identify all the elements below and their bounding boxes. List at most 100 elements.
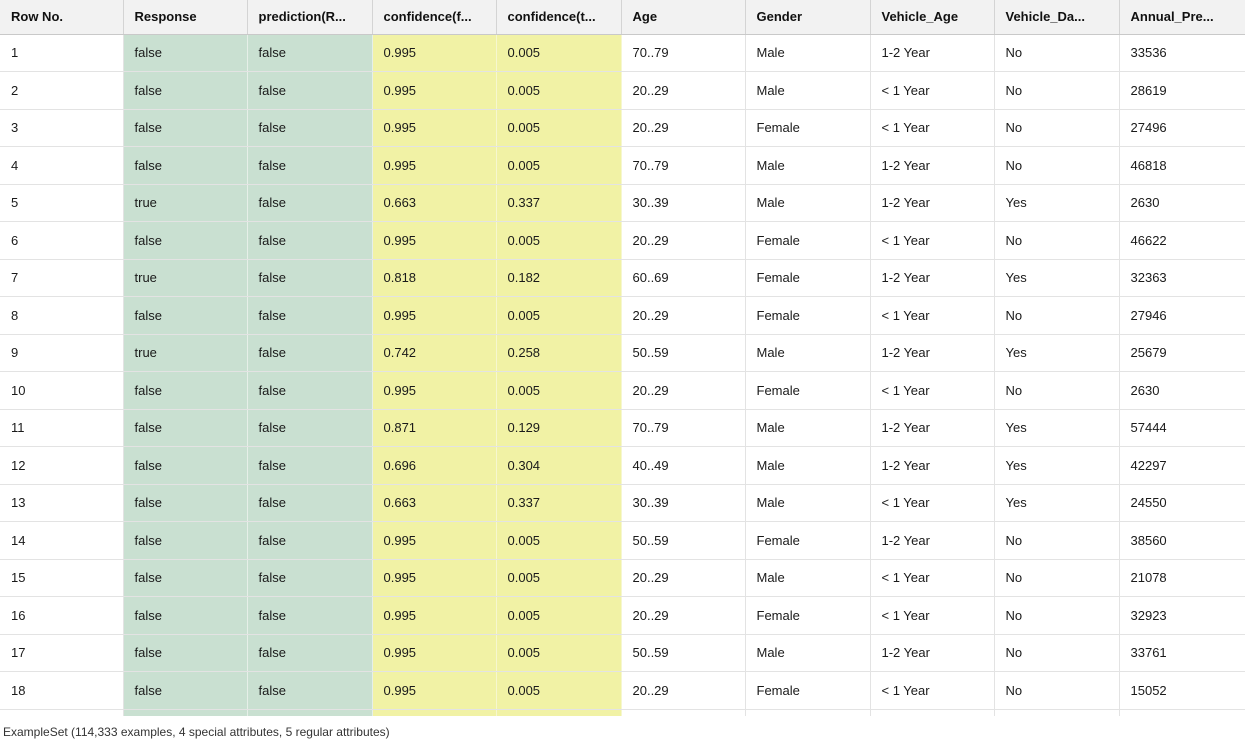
row-no-cell: 4 <box>0 146 124 185</box>
table-row[interactable]: 18 false false 0.995 0.005 20..29 Female < 1 Ye… <box>0 671 1245 710</box>
confidence-true-cell: 0.005 <box>496 559 622 597</box>
gender-cell: Male <box>745 634 871 672</box>
vehicle-damage-cell: No <box>994 34 1120 72</box>
response-cell: false <box>123 559 248 597</box>
prediction-cell: false <box>247 296 373 335</box>
table-row[interactable]: 5 true false 0.663 0.337 30..39 Male 1-2 Year Ye… <box>0 184 1245 222</box>
partial-cell <box>247 709 373 716</box>
gender-cell: Female <box>745 221 871 260</box>
table-row[interactable]: 14 false false 0.995 0.005 50..59 Female 1-2 Ye… <box>0 521 1245 560</box>
column-header-gender[interactable]: Gender <box>745 0 871 35</box>
prediction-cell: false <box>247 146 373 185</box>
column-header-vehicle-age[interactable]: Vehicle_Age <box>870 0 995 35</box>
confidence-true-cell: 0.005 <box>496 521 622 560</box>
table-row[interactable]: 17 false false 0.995 0.005 50..59 Male 1-2 Year… <box>0 634 1245 672</box>
prediction-cell: false <box>247 259 373 297</box>
gender-cell: Female <box>745 109 871 147</box>
table-row[interactable]: 6 false false 0.995 0.005 20..29 Female < 1 Yea… <box>0 221 1245 260</box>
annual-premium-cell: 33761 <box>1119 634 1245 672</box>
partial-cell <box>621 709 746 716</box>
row-no-cell: 3 <box>0 109 124 147</box>
annual-premium-cell: 21078 <box>1119 559 1245 597</box>
age-cell: 20..29 <box>621 596 746 635</box>
age-cell: 20..29 <box>621 671 746 710</box>
partial-cell <box>123 709 248 716</box>
gender-cell: Male <box>745 446 871 485</box>
table-body: 1 false false 0.995 0.005 70..79 Male 1-2 Year N… <box>0 34 1245 716</box>
annual-premium-cell: 2630 <box>1119 184 1245 222</box>
confidence-false-cell: 0.995 <box>372 146 497 185</box>
column-header-row-no[interactable]: Row No. <box>0 0 124 35</box>
confidence-false-cell: 0.663 <box>372 484 497 522</box>
response-cell: false <box>123 484 248 522</box>
table-row[interactable]: 12 false false 0.696 0.304 40..49 Male 1-2 Year… <box>0 446 1245 485</box>
table-row[interactable]: 3 false false 0.995 0.005 20..29 Female < 1 Yea… <box>0 109 1245 147</box>
row-no-cell: 10 <box>0 371 124 410</box>
response-cell: true <box>123 184 248 222</box>
age-cell: 30..39 <box>621 184 746 222</box>
row-no-cell: 15 <box>0 559 124 597</box>
table-row[interactable]: 2 false false 0.995 0.005 20..29 Male < 1 Year N… <box>0 71 1245 110</box>
table-row[interactable]: 1 false false 0.995 0.005 70..79 Male 1-2 Year N… <box>0 34 1245 72</box>
row-no-cell: 6 <box>0 221 124 260</box>
confidence-true-cell: 0.005 <box>496 634 622 672</box>
vehicle-age-cell: < 1 Year <box>870 296 995 335</box>
partial-cell <box>870 709 995 716</box>
table-row[interactable]: 4 false false 0.995 0.005 70..79 Male 1-2 Year N… <box>0 146 1245 185</box>
age-cell: 50..59 <box>621 334 746 372</box>
column-header-prediction[interactable]: prediction(R... <box>247 0 373 35</box>
age-cell: 50..59 <box>621 634 746 672</box>
confidence-false-cell: 0.818 <box>372 259 497 297</box>
gender-cell: Male <box>745 334 871 372</box>
annual-premium-cell: 42297 <box>1119 446 1245 485</box>
vehicle-damage-cell: No <box>994 296 1120 335</box>
annual-premium-cell: 28619 <box>1119 71 1245 110</box>
annual-premium-cell: 38560 <box>1119 521 1245 560</box>
column-header-age[interactable]: Age <box>621 0 746 35</box>
column-header-vehicle-damage[interactable]: Vehicle_Da... <box>994 0 1120 35</box>
table-row[interactable]: 16 false false 0.995 0.005 20..29 Female < 1 Ye… <box>0 596 1245 635</box>
partial-cell <box>496 709 622 716</box>
table-row[interactable]: 13 false false 0.663 0.337 30..39 Male < 1 Year… <box>0 484 1245 522</box>
annual-premium-cell: 46818 <box>1119 146 1245 185</box>
prediction-cell: false <box>247 109 373 147</box>
table-row[interactable]: 7 true false 0.818 0.182 60..69 Female 1-2 Year… <box>0 259 1245 297</box>
table-row[interactable]: 11 false false 0.871 0.129 70..79 Male 1-2 Year… <box>0 409 1245 447</box>
confidence-true-cell: 0.337 <box>496 484 622 522</box>
response-cell: false <box>123 634 248 672</box>
table-row[interactable]: 8 false false 0.995 0.005 20..29 Female < 1 Yea… <box>0 296 1245 335</box>
confidence-false-cell: 0.995 <box>372 371 497 410</box>
response-cell: false <box>123 296 248 335</box>
response-cell: false <box>123 446 248 485</box>
confidence-true-cell: 0.182 <box>496 259 622 297</box>
table-row[interactable]: 15 false false 0.995 0.005 20..29 Male < 1 Year… <box>0 559 1245 597</box>
vehicle-damage-cell: Yes <box>994 184 1120 222</box>
vehicle-damage-cell: No <box>994 596 1120 635</box>
table-row[interactable]: 10 false false 0.995 0.005 20..29 Female < 1 Ye… <box>0 371 1245 410</box>
age-cell: 20..29 <box>621 109 746 147</box>
column-header-confidence-true[interactable]: confidence(t... <box>496 0 622 35</box>
table-row[interactable]: 9 true false 0.742 0.258 50..59 Male 1-2 Year Ye… <box>0 334 1245 372</box>
row-no-cell: 13 <box>0 484 124 522</box>
age-cell: 40..49 <box>621 446 746 485</box>
annual-premium-cell: 2630 <box>1119 371 1245 410</box>
row-no-cell: 12 <box>0 446 124 485</box>
vehicle-age-cell: 1-2 Year <box>870 334 995 372</box>
gender-cell: Female <box>745 596 871 635</box>
confidence-true-cell: 0.304 <box>496 446 622 485</box>
column-header-confidence-false[interactable]: confidence(f... <box>372 0 497 35</box>
confidence-true-cell: 0.005 <box>496 221 622 260</box>
column-header-response[interactable]: Response <box>123 0 248 35</box>
annual-premium-cell: 27946 <box>1119 296 1245 335</box>
prediction-cell: false <box>247 409 373 447</box>
response-cell: false <box>123 146 248 185</box>
confidence-false-cell: 0.663 <box>372 184 497 222</box>
prediction-cell: false <box>247 671 373 710</box>
partial-cell <box>372 709 497 716</box>
prediction-cell: false <box>247 446 373 485</box>
age-cell: 70..79 <box>621 146 746 185</box>
vehicle-age-cell: < 1 Year <box>870 109 995 147</box>
data-table-viewport[interactable]: Row No. Response prediction(R... confide… <box>0 0 1245 716</box>
gender-cell: Male <box>745 146 871 185</box>
column-header-annual-premium[interactable]: Annual_Pre... <box>1119 0 1245 35</box>
